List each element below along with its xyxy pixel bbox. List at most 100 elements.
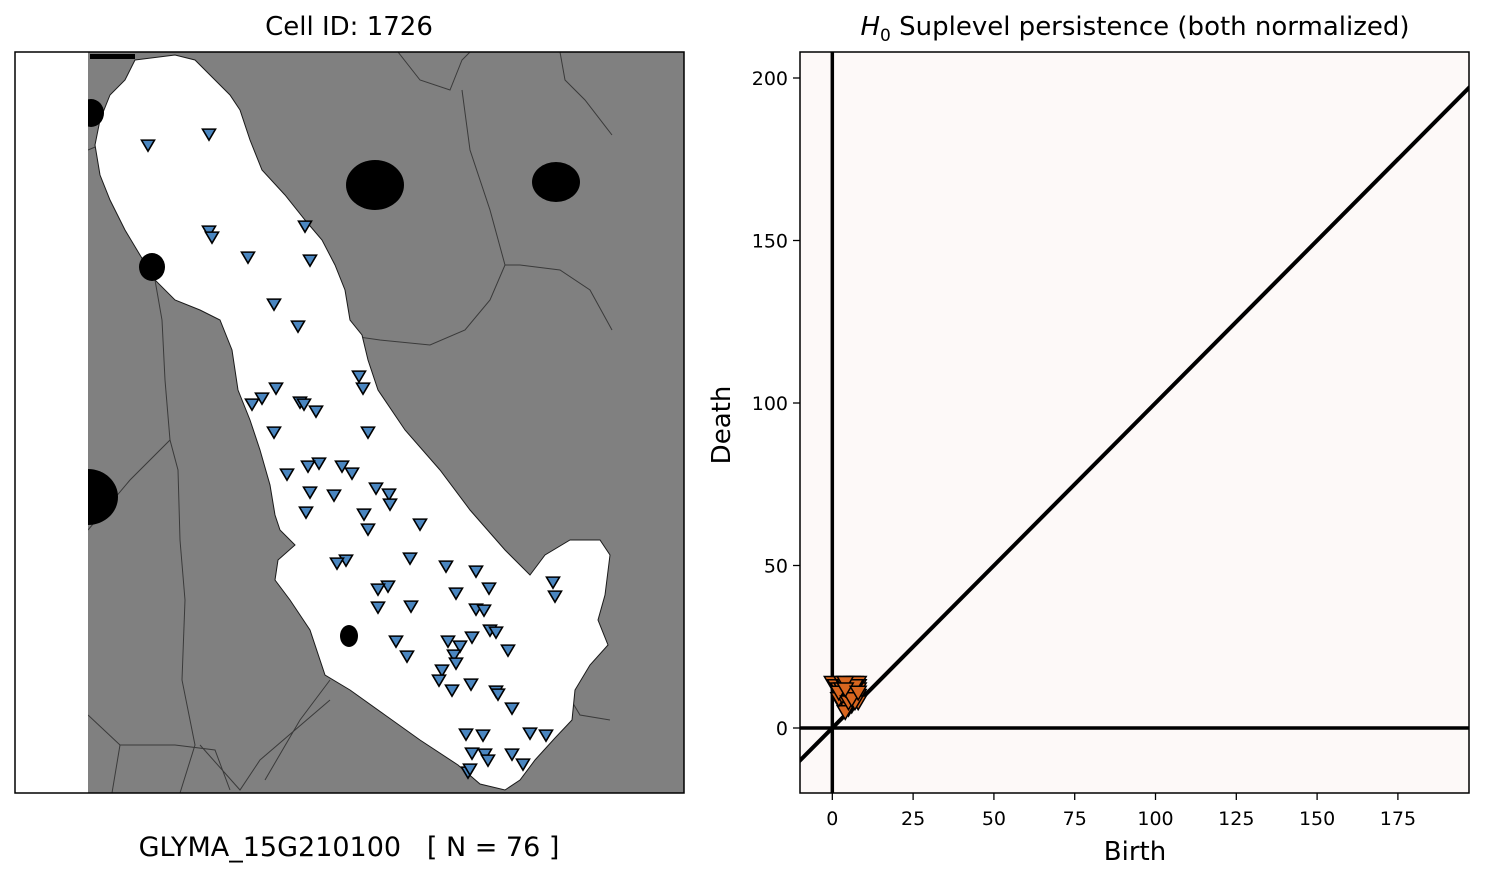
nucleus-blob bbox=[340, 625, 358, 647]
transcript-markers bbox=[140, 128, 563, 780]
transcript-marker bbox=[403, 600, 419, 614]
transcript-marker bbox=[344, 467, 360, 481]
transcript-marker bbox=[334, 460, 350, 474]
transcript-marker bbox=[382, 498, 398, 512]
cell-map-panel bbox=[15, 52, 684, 793]
y-tick-label: 200 bbox=[752, 68, 788, 90]
transcript-marker bbox=[298, 506, 314, 520]
transcript-marker bbox=[440, 635, 456, 649]
y-tick-label: 50 bbox=[764, 556, 788, 578]
transcript-marker bbox=[448, 587, 464, 601]
transcript-marker bbox=[360, 523, 376, 537]
persistence-points bbox=[823, 675, 868, 721]
transcript-marker bbox=[360, 426, 376, 440]
transcript-marker bbox=[356, 508, 372, 522]
transcript-marker bbox=[431, 674, 447, 688]
transcript-marker bbox=[412, 518, 428, 532]
transcript-marker bbox=[300, 460, 316, 474]
title-h: H bbox=[860, 12, 881, 42]
title-subscript: 0 bbox=[880, 26, 891, 47]
map-left-margin-overlay bbox=[15, 52, 88, 793]
x-tick-label: 175 bbox=[1380, 808, 1416, 830]
transcript-marker bbox=[515, 758, 531, 772]
gene-caption: GLYMA_15G210100 [ N = 76 ] bbox=[138, 832, 560, 863]
transcript-marker bbox=[490, 688, 506, 702]
transcript-marker bbox=[480, 754, 496, 768]
transcript-marker bbox=[522, 727, 538, 741]
plot-frame bbox=[799, 51, 1470, 794]
y-tick-label: 0 bbox=[776, 718, 788, 740]
title-rest: Suplevel persistence (both normalized) bbox=[890, 12, 1410, 42]
transcript-marker bbox=[326, 489, 342, 503]
x-tick-label: 75 bbox=[1063, 808, 1087, 830]
transcript-marker bbox=[462, 763, 478, 777]
transcript-marker bbox=[444, 684, 460, 698]
transcript-marker bbox=[266, 298, 282, 312]
transcript-marker bbox=[545, 576, 561, 590]
transcript-marker bbox=[302, 486, 318, 500]
nucleus-blob bbox=[532, 162, 580, 202]
transcript-marker bbox=[368, 482, 384, 496]
cell-map-frame bbox=[14, 51, 685, 794]
transcript-marker bbox=[381, 488, 397, 502]
transcript-marker bbox=[500, 644, 516, 658]
x-tick-label: 150 bbox=[1299, 808, 1335, 830]
transcript-marker bbox=[452, 640, 468, 654]
transcript-marker bbox=[448, 657, 464, 671]
neighbor-cell-boundaries bbox=[87, 52, 613, 793]
transcript-marker bbox=[140, 139, 156, 153]
transcript-marker bbox=[402, 552, 418, 566]
transcript-marker bbox=[388, 635, 404, 649]
transcript-marker bbox=[297, 220, 313, 234]
x-tick-label: 125 bbox=[1218, 808, 1254, 830]
transcript-marker bbox=[351, 370, 367, 384]
transcript-marker bbox=[504, 748, 520, 762]
transcript-marker bbox=[476, 604, 492, 618]
transcript-marker bbox=[302, 254, 318, 268]
y-tick-label: 100 bbox=[752, 393, 788, 415]
transcript-marker bbox=[370, 601, 386, 615]
transcript-marker bbox=[201, 128, 217, 142]
cell-map-title: Cell ID: 1726 bbox=[265, 12, 433, 42]
transcript-marker bbox=[446, 649, 462, 663]
transcript-marker bbox=[240, 251, 256, 265]
x-tick-label: 0 bbox=[826, 808, 838, 830]
transcript-marker bbox=[464, 747, 480, 761]
persistence-panel: 0 25 50 75 100 125 150 175 0 50 100 150 200 Birth D… bbox=[707, 51, 1470, 867]
transcript-marker bbox=[504, 702, 520, 716]
transcript-marker bbox=[244, 398, 260, 412]
transcript-marker bbox=[355, 382, 371, 396]
transcript-marker bbox=[464, 631, 480, 645]
transcript-marker bbox=[458, 728, 474, 742]
x-axis-label: Birth bbox=[1104, 837, 1166, 867]
x-tick-label: 50 bbox=[982, 808, 1006, 830]
persistence-title: H0 Suplevel persistence (both normalized… bbox=[800, 12, 1470, 46]
transcript-marker bbox=[481, 582, 497, 596]
transcript-marker bbox=[488, 626, 504, 640]
transcript-marker bbox=[438, 560, 454, 574]
nucleus-blob bbox=[139, 253, 165, 281]
transcript-marker bbox=[547, 590, 563, 604]
x-tick-label: 100 bbox=[1137, 808, 1173, 830]
transcript-marker bbox=[475, 729, 491, 743]
transcript-marker bbox=[399, 650, 415, 664]
transcript-marker bbox=[290, 320, 306, 334]
transcript-marker bbox=[468, 565, 484, 579]
transcript-marker bbox=[434, 664, 450, 678]
y-tick-label: 150 bbox=[752, 231, 788, 253]
persistence-point bbox=[848, 685, 868, 702]
diagonal-line bbox=[800, 84, 1469, 764]
persistence-point bbox=[835, 682, 855, 699]
transcript-marker bbox=[463, 678, 479, 692]
transcript-marker bbox=[311, 457, 327, 471]
y-axis: 0 50 100 150 200 bbox=[752, 68, 800, 740]
x-axis: 0 25 50 75 100 125 150 175 bbox=[826, 793, 1416, 830]
transcript-marker bbox=[268, 382, 284, 396]
y-axis-label: Death bbox=[707, 386, 737, 465]
transcript-marker bbox=[266, 426, 282, 440]
transcript-marker bbox=[538, 729, 554, 743]
transcript-marker bbox=[296, 398, 312, 412]
scale-bar bbox=[90, 54, 135, 59]
transcript-marker bbox=[370, 583, 386, 597]
